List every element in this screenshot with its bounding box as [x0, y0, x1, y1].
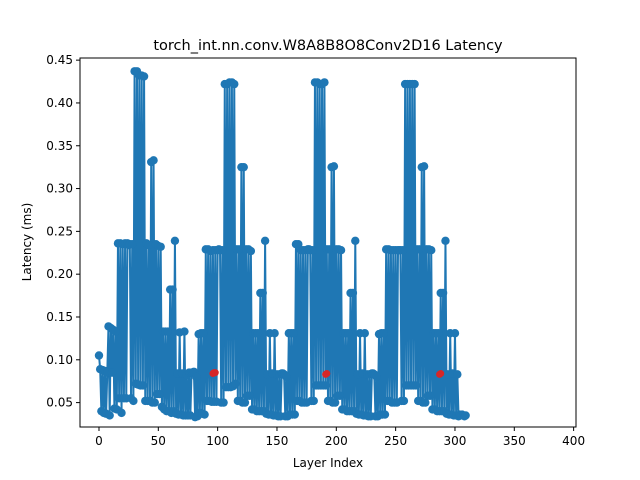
- data-point: [129, 396, 138, 406]
- data-point: [411, 381, 421, 390]
- y-tick-label: 0.45: [46, 53, 73, 67]
- data-point: [139, 72, 149, 81]
- data-point: [155, 389, 164, 399]
- data-point: [450, 329, 460, 338]
- x-tick-label: 150: [266, 434, 289, 448]
- data-point: [427, 246, 436, 255]
- data-point: [200, 410, 209, 419]
- data-point: [379, 329, 388, 338]
- data-point: [336, 246, 346, 255]
- data-point: [380, 410, 390, 419]
- data-point: [425, 391, 435, 400]
- data-point: [282, 372, 291, 382]
- data-point: [309, 396, 318, 406]
- x-tick-label: 250: [384, 434, 407, 448]
- data-point: [421, 398, 430, 407]
- data-point: [180, 327, 189, 336]
- highlighted-point: [437, 369, 445, 377]
- data-point: [321, 381, 330, 390]
- plot-area: [94, 67, 470, 422]
- data-point: [270, 329, 279, 338]
- highlighted-point: [211, 369, 219, 377]
- y-axis: 0.05 0.10 0.15 0.20 0.25 0.30 0.35 0.40 0.45: [46, 53, 80, 410]
- x-tick-label: 350: [503, 434, 526, 448]
- data-point: [105, 411, 114, 420]
- y-tick-label: 0.30: [46, 182, 73, 196]
- x-axis: 0 50 100 150 200 250 300 350 400: [95, 427, 585, 448]
- x-tick-label: 400: [562, 434, 585, 448]
- chart-title: torch_int.nn.conv.W8A8B8O8Conv2D16 Laten…: [153, 38, 503, 54]
- data-point: [461, 411, 470, 420]
- data-point: [230, 79, 239, 89]
- data-point: [419, 162, 429, 171]
- data-point: [246, 246, 256, 256]
- data-point: [372, 372, 381, 382]
- data-point: [234, 245, 244, 254]
- data-point: [434, 329, 443, 338]
- data-point: [330, 398, 340, 407]
- data-point: [117, 408, 126, 418]
- data-point: [128, 240, 137, 249]
- data-point: [138, 381, 148, 390]
- data-point: [168, 285, 177, 294]
- data-point: [289, 329, 298, 338]
- data-point: [144, 240, 154, 250]
- data-point: [239, 162, 248, 172]
- data-point: [240, 398, 250, 407]
- data-point: [245, 391, 254, 400]
- x-axis-label: Layer Index: [293, 456, 363, 470]
- data-point: [343, 329, 353, 338]
- y-tick-label: 0.10: [46, 353, 73, 367]
- data-point: [231, 379, 240, 388]
- x-tick-label: 100: [206, 434, 229, 448]
- plot-frame: [79, 57, 577, 428]
- y-tick-label: 0.25: [46, 224, 73, 238]
- y-tick-label: 0.05: [46, 396, 73, 410]
- data-point: [163, 327, 173, 336]
- data-point: [360, 329, 369, 338]
- x-tick-label: 50: [151, 434, 166, 448]
- y-tick-label: 0.15: [46, 310, 73, 324]
- y-tick-label: 0.35: [46, 139, 73, 153]
- data-point: [107, 368, 117, 377]
- data-point: [320, 78, 329, 87]
- data-point: [308, 246, 317, 255]
- data-point: [94, 351, 104, 360]
- y-tick-label: 0.40: [46, 96, 73, 110]
- data-point: [438, 288, 448, 298]
- data-point: [156, 242, 165, 251]
- data-point: [415, 245, 424, 254]
- data-point: [351, 236, 360, 245]
- data-point: [290, 410, 299, 419]
- data-point: [329, 162, 339, 171]
- data-point: [335, 391, 345, 400]
- highlighted-point: [323, 369, 331, 377]
- data-point: [324, 245, 334, 254]
- data-point: [170, 236, 180, 245]
- data-point: [218, 246, 227, 255]
- data-point: [260, 236, 270, 245]
- data-point: [258, 288, 267, 298]
- data-point: [111, 327, 120, 336]
- y-axis-label: Latency (ms): [20, 203, 34, 282]
- data-point: [441, 236, 450, 245]
- data-point: [398, 246, 407, 255]
- x-tick-label: 200: [325, 434, 348, 448]
- data-point: [410, 79, 419, 89]
- data-point: [149, 156, 158, 165]
- data-point: [150, 398, 159, 407]
- data-point: [219, 398, 228, 407]
- data-point: [192, 372, 201, 382]
- data-point: [199, 329, 208, 338]
- x-tick-label: 0: [95, 434, 103, 448]
- data-point: [253, 329, 263, 338]
- y-tick-label: 0.20: [46, 267, 73, 281]
- data-point: [453, 370, 462, 379]
- data-point: [399, 396, 409, 406]
- data-point: [348, 288, 358, 298]
- x-tick-label: 300: [444, 434, 467, 448]
